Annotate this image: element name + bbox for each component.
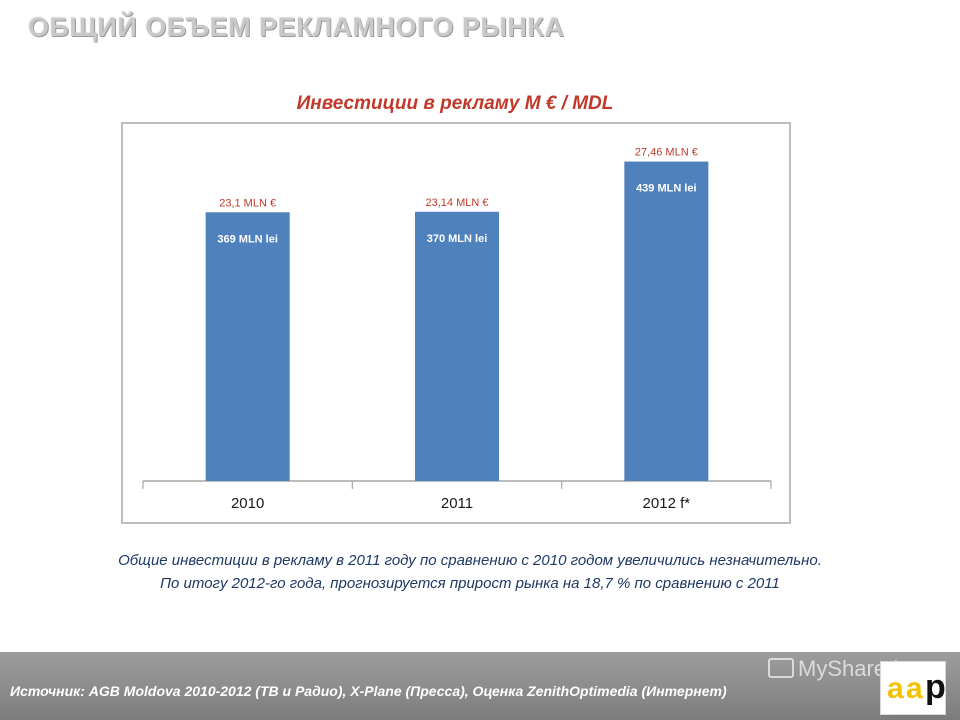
bar-inner-label: 439 MLN lei [636,183,697,195]
bar-inner-label: 370 MLN lei [427,233,488,245]
bar-chart-svg: 23,1 MLN € 369 MLN lei 2010 23,14 MLN € 370 … [142,147,772,512]
x-tick-label: 2010 [231,495,264,512]
logo-letter-3: p [925,668,946,706]
bar-value-label: 23,1 MLN € [219,197,276,209]
bar-inner-label: 369 MLN lei [217,233,278,245]
company-logo: a a p [880,661,946,715]
logo-letter-1: a [887,672,904,705]
chart-title: Инвестиции в рекламу М € / MDL [296,93,614,114]
logo-letter-2: a [906,672,923,705]
bar [205,212,290,481]
x-tick-label: 2012 f* [643,495,691,512]
bar-chart: 23,1 MLN € 369 MLN lei 2010 23,14 MLN € 370 … [121,122,791,524]
footer-bar: Источник: AGB Moldova 2010-2012 (ТВ и Ра… [0,652,960,720]
presentation-icon [768,658,794,678]
watermark: MyShared [768,656,898,682]
note-line-1: Общие инвестиции в рекламу в 2011 году п… [118,552,822,569]
bar-value-label: 27,46 MLN € [635,147,698,159]
bar-value-label: 23,14 MLN € [426,197,489,209]
x-tick-label: 2011 [441,495,473,512]
bar [624,161,709,481]
note-line-2: По итогу 2012-го года, прогнозируется пр… [160,575,780,592]
slide-title: ОБЩИЙ ОБЪЕМ РЕКЛАМНОГО РЫНКА [28,12,565,42]
bar [415,211,499,481]
source-text: Источник: AGB Moldova 2010-2012 (ТВ и Ра… [10,683,727,699]
